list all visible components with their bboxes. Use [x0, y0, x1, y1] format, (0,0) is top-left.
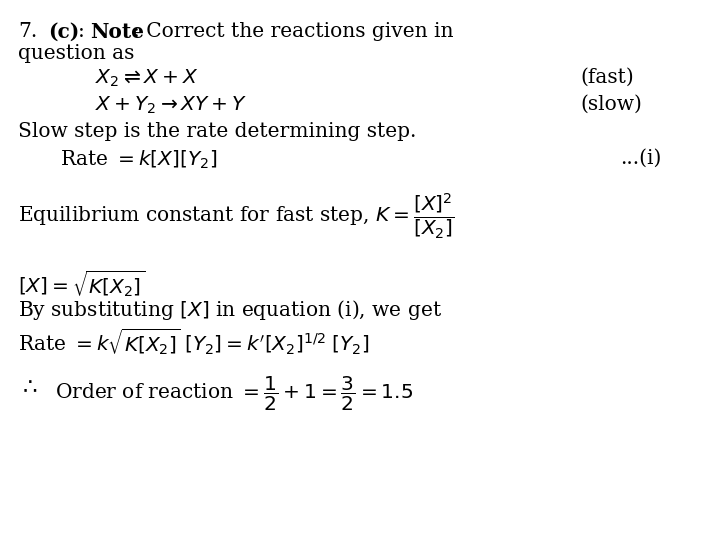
- Text: Rate $= k[X][Y_2]$: Rate $= k[X][Y_2]$: [60, 149, 217, 171]
- Text: $\therefore$: $\therefore$: [18, 375, 38, 397]
- Text: $X + Y_2 \rightarrow XY + Y$: $X + Y_2 \rightarrow XY + Y$: [95, 95, 247, 116]
- Text: By substituting $[X]$ in equation (i), we get: By substituting $[X]$ in equation (i), w…: [18, 298, 442, 322]
- Text: 7.: 7.: [18, 22, 37, 41]
- Text: (fast): (fast): [580, 68, 633, 87]
- Text: : Correct the reactions given in: : Correct the reactions given in: [133, 22, 453, 41]
- Text: Equilibrium constant for fast step, $K = \dfrac{[X]^2}{[X_2]}$: Equilibrium constant for fast step, $K =…: [18, 192, 454, 241]
- Text: Note: Note: [90, 22, 144, 42]
- Text: Order of reaction $= \dfrac{1}{2} + 1 = \dfrac{3}{2} = 1.5$: Order of reaction $= \dfrac{1}{2} + 1 = …: [55, 375, 413, 413]
- Text: $X_2 \rightleftharpoons X + X$: $X_2 \rightleftharpoons X + X$: [95, 68, 198, 89]
- Text: Rate $= k\sqrt{K[X_2]}\;[Y_2] = k^{\prime}[X_2]^{1/2}\;[Y_2]$: Rate $= k\sqrt{K[X_2]}\;[Y_2] = k^{\prim…: [18, 326, 369, 357]
- Text: question as: question as: [18, 44, 134, 63]
- Text: (c): (c): [48, 22, 79, 42]
- Text: ...(i): ...(i): [620, 149, 662, 168]
- Text: :: :: [78, 22, 91, 41]
- Text: Slow step is the rate determining step.: Slow step is the rate determining step.: [18, 122, 416, 141]
- Text: $[X] = \sqrt{K[X_2]}$: $[X] = \sqrt{K[X_2]}$: [18, 268, 146, 299]
- Text: (slow): (slow): [580, 95, 642, 114]
